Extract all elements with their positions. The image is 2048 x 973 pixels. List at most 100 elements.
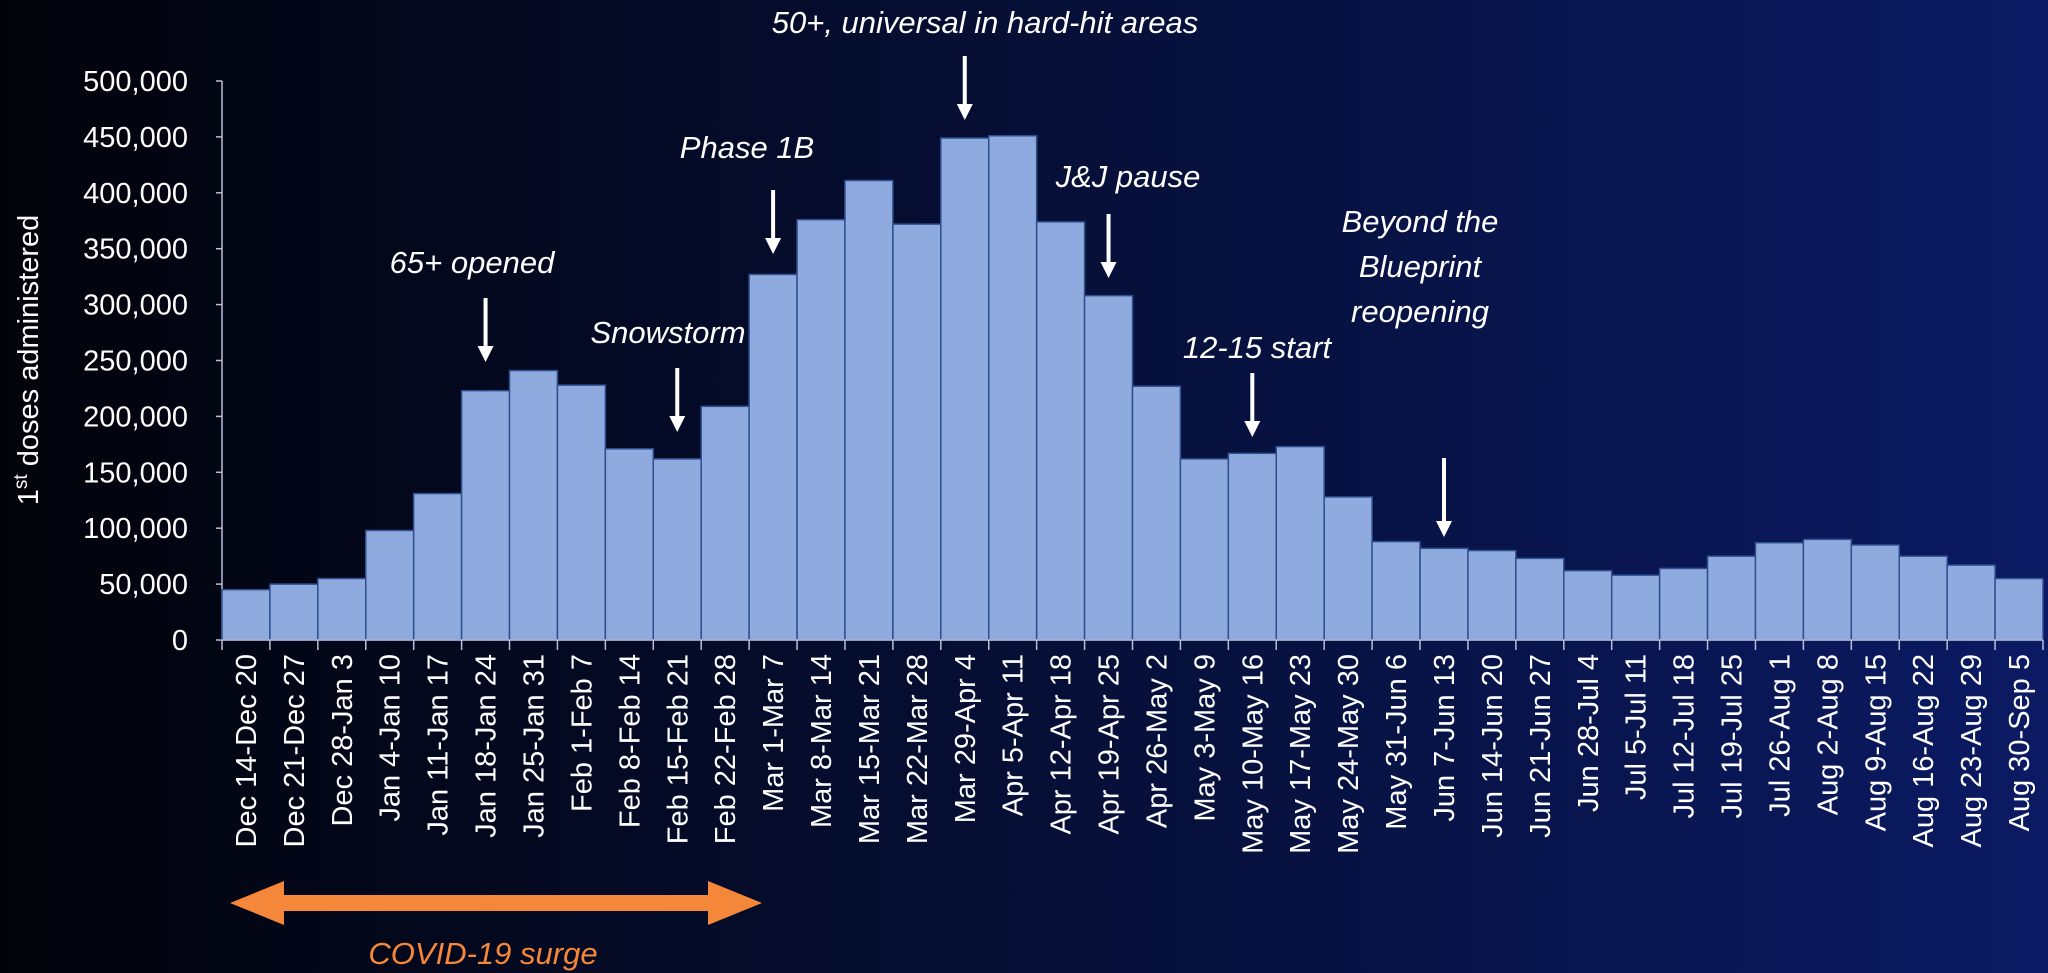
bar (1658, 567, 1709, 641)
x-tick-label: May 24-May 30 (1333, 654, 1365, 854)
x-tick-label: Apr 19-Apr 25 (1094, 654, 1126, 835)
bar (365, 529, 415, 641)
arrow-down-icon (765, 238, 782, 254)
bar (940, 137, 990, 641)
x-tick-label: Jun 28-Jul 4 (1573, 654, 1605, 812)
annotation: 12-15 start (1183, 330, 1332, 437)
y-tick-label: 350,000 (83, 234, 188, 266)
annotation: 50+, universal in hard-hit areas (772, 5, 1199, 120)
bar (1083, 294, 1134, 641)
bar (1131, 385, 1182, 641)
y-tick-label: 150,000 (83, 457, 188, 489)
bar (1275, 445, 1325, 641)
bar (1563, 569, 1613, 641)
bar (1610, 574, 1661, 641)
x-tick-label: Aug 9-Aug 15 (1860, 654, 1892, 831)
y-tick-label: 450,000 (83, 122, 188, 154)
x-tick-label: Aug 30-Sep 5 (2004, 654, 2036, 831)
annotation: J&J pause (1055, 159, 1201, 278)
annotation-label: 65+ opened (390, 245, 556, 280)
arrow-down-icon (477, 346, 494, 362)
x-tick-label: Jan 18-Jan 24 (471, 654, 503, 838)
bar (987, 135, 1038, 641)
surge-arrow-shaft (280, 895, 712, 911)
x-tick-label: Jan 11-Jan 17 (423, 654, 455, 836)
x-tick-label: Jul 12-Jul 18 (1669, 654, 1701, 818)
annotation: 65+ opened (390, 245, 556, 362)
y-tick-label: 500,000 (83, 66, 188, 98)
bar (1850, 544, 1900, 641)
bar (1802, 538, 1853, 641)
x-tick-label: Aug 16-Aug 22 (1908, 654, 1940, 847)
x-tick-label: Jun 7-Jun 13 (1429, 654, 1461, 822)
annotation: Phase 1B (680, 130, 814, 254)
x-tick-label: Feb 15-Feb 21 (662, 654, 694, 844)
bar (1898, 555, 1948, 641)
annotation-label: Phase 1B (680, 130, 814, 165)
bar-series (221, 135, 2044, 641)
x-axis (221, 639, 2044, 650)
bar (892, 223, 942, 641)
x-tick-label: Mar 22-Mar 28 (902, 654, 934, 844)
y-tick-label: 0 (172, 625, 188, 657)
x-tick-label: Jul 19-Jul 25 (1717, 654, 1749, 818)
annotation-label: reopening (1351, 294, 1489, 329)
x-tick-label: Dec 14-Dec 20 (231, 654, 263, 847)
surge-label: COVID-19 surge (368, 936, 597, 971)
y-tick-label: 100,000 (83, 513, 188, 545)
bar (1515, 557, 1565, 641)
x-tick-label: Jun 21-Jun 27 (1525, 654, 1557, 838)
x-tick-label: Jun 14-Jun 20 (1477, 654, 1509, 838)
x-tick-label: Jul 26-Aug 1 (1764, 654, 1796, 817)
x-tick-label: Apr 5-Apr 11 (998, 654, 1030, 816)
bar (1754, 541, 1805, 641)
y-axis-title-text: 1st doses administered (11, 215, 45, 505)
x-tick-label: Aug 23-Aug 29 (1956, 654, 1988, 847)
bar (1179, 458, 1230, 641)
bar (556, 384, 607, 641)
x-tick-label: Dec 21-Dec 27 (279, 654, 311, 847)
x-tick-label: Apr 26-May 2 (1141, 654, 1173, 828)
y-tick-label: 200,000 (83, 401, 188, 433)
bar (748, 273, 798, 641)
x-tick-label: Jul 5-Jul 11 (1621, 654, 1653, 800)
x-tick-label: Jan 4-Jan 10 (375, 654, 407, 822)
bar (460, 389, 511, 641)
arrow-down-icon (1244, 421, 1261, 437)
y-tick-label: 400,000 (83, 178, 188, 210)
x-tick-label: Jan 25-Jan 31 (518, 654, 550, 838)
x-tick-label: Mar 15-Mar 21 (854, 654, 886, 844)
y-tick-label: 250,000 (83, 346, 188, 378)
bar (1419, 547, 1469, 641)
bar (269, 583, 319, 641)
annotation-label: 50+, universal in hard-hit areas (772, 5, 1199, 40)
covid-surge-range: COVID-19 surge (230, 881, 762, 971)
bar (1946, 564, 1996, 641)
bar (221, 588, 271, 641)
x-tick-label: Feb 8-Feb 14 (614, 654, 646, 828)
annotation-label: Snowstorm (590, 315, 745, 350)
x-tick-label: Aug 2-Aug 8 (1812, 654, 1844, 815)
arrow-down-icon (1100, 262, 1117, 278)
bar (1467, 549, 1517, 641)
bar (844, 179, 894, 641)
bar (1706, 555, 1757, 641)
x-tick-label: May 3-May 9 (1189, 654, 1221, 822)
annotation: Snowstorm (590, 315, 746, 432)
x-tick-label: Feb 1-Feb 7 (566, 654, 598, 812)
bar (508, 369, 559, 641)
y-tick-label: 300,000 (83, 290, 188, 322)
x-tick-label: Mar 1-Mar 7 (758, 654, 790, 812)
x-tick-label: Feb 22-Feb 28 (710, 654, 742, 844)
bar (1994, 577, 2044, 641)
arrow-down-icon (1435, 521, 1452, 537)
arrow-down-icon (956, 104, 973, 120)
x-axis-tick-labels: Dec 14-Dec 20 Dec 21-Dec 27 Dec 28-Jan 3 Ja… (231, 654, 2036, 854)
x-tick-label: May 31-Jun 6 (1381, 654, 1413, 830)
annotation: Beyond the Blueprint reopening (1342, 204, 1498, 537)
arrow-left-icon (230, 881, 284, 925)
x-tick-label: Dec 28-Jan 3 (327, 654, 359, 827)
bar (1371, 540, 1421, 641)
arrow-right-icon (708, 881, 762, 925)
annotation-label: J&J pause (1055, 159, 1201, 194)
